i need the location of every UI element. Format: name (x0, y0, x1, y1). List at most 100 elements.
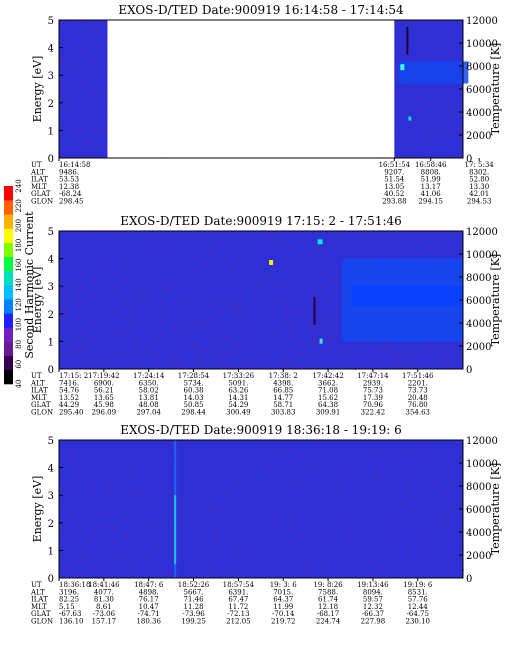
table-cell: 199.25 (181, 618, 206, 626)
table-cell: 4898. (139, 588, 159, 596)
table-cell: 81.30 (94, 596, 114, 604)
y-tick-label: 1 (48, 546, 54, 557)
table-cell: 18:52:26 (178, 581, 210, 589)
noise-speckle (59, 440, 464, 579)
y2-tick-label: 10000 (466, 250, 498, 261)
table-cell: -64.75 (407, 610, 429, 618)
table-cell: 11.28 (184, 603, 204, 611)
table-cell: 54.76 (59, 387, 80, 395)
colorbar-tick-label: 120 (15, 298, 23, 311)
spectrogram-panel: EXOS-D/TED Date:900919 18:36:18 - 19:19:… (30, 423, 502, 626)
spectrogram-panel: EXOS-D/TED Date:900919 16:14:58 - 17:14:… (30, 3, 502, 206)
y-tick-label: 5 (48, 436, 54, 447)
colorbar-tick-label: 80 (15, 340, 23, 349)
y2-tick-label: 2000 (466, 551, 491, 562)
table-cell: 16:14:58 (59, 161, 90, 169)
y2-tick-label: 8000 (466, 62, 491, 73)
table-cell: 12.18 (318, 603, 338, 611)
table-cell: 71.46 (184, 596, 205, 604)
table-cell: 3662. (318, 379, 338, 387)
table-row-label: ALT (30, 168, 45, 176)
table-cell: 17:15: 2 (59, 372, 88, 380)
table-cell: 19:13:46 (357, 581, 389, 589)
table-cell: -68.24 (59, 190, 82, 198)
y2-axis-label: Temperature [K] (489, 463, 502, 555)
y-tick-label: 4 (48, 464, 54, 475)
table-cell: 11.99 (273, 603, 293, 611)
table-cell: 9486. (59, 168, 79, 176)
colorbar-tick-label: 220 (15, 199, 23, 212)
table-cell: 354.63 (406, 409, 431, 417)
y-tick-label: 3 (48, 71, 54, 82)
table-cell: 57.76 (408, 596, 429, 604)
table-cell: 10.47 (139, 603, 159, 611)
table-row-label: GLON (31, 618, 53, 626)
table-cell: 4077. (94, 588, 114, 596)
colorbar-label: Second Harmonic Current (23, 211, 36, 359)
y-tick-label: 1 (48, 126, 54, 137)
y2-tick-label: 6000 (466, 505, 491, 516)
table-cell: 17.39 (363, 394, 383, 402)
table-cell: 17:33:26 (223, 372, 255, 380)
table-cell: 13.17 (421, 183, 441, 191)
y-tick-label: 0 (48, 365, 54, 376)
y-tick-label: 1 (48, 337, 54, 348)
y2-tick-label: 6000 (466, 85, 491, 96)
spectrogram-panel: EXOS-D/TED Date:900919 17:15: 2 - 17:51:… (30, 214, 502, 417)
table-row-label: ALT (30, 588, 45, 596)
colorbar-cell (4, 285, 13, 300)
table-cell: 50.85 (184, 401, 204, 409)
table-row-label: ILAT (31, 596, 48, 604)
y-tick-label: 3 (48, 491, 54, 502)
table-cell: 294.53 (467, 198, 492, 206)
table-row-label: GLAT (31, 190, 51, 198)
enhancement-features (269, 239, 463, 344)
y2-tick-label: 12000 (466, 436, 498, 447)
y-tick-label: 2 (48, 519, 54, 530)
table-cell: 230.10 (406, 618, 431, 626)
table-cell: 64.37 (273, 596, 293, 604)
enhancement-features (174, 440, 177, 578)
table-cell: 5.15 (59, 603, 75, 611)
table-cell: 219.72 (271, 618, 296, 626)
y2-tick-label: 2000 (466, 131, 491, 142)
table-cell: 8.61 (96, 603, 112, 611)
table-cell: 75.73 (363, 387, 383, 395)
colorbar-cell (4, 200, 13, 215)
colorbar-cell (4, 369, 13, 385)
table-cell: 17:19:42 (88, 372, 119, 380)
table-cell: 66.85 (273, 387, 293, 395)
table-cell: 17:24:14 (133, 372, 165, 380)
table-cell: -73.06 (93, 610, 116, 618)
table-cell: 7015. (273, 588, 293, 596)
colorbar-cell (4, 256, 13, 272)
table-cell: 12.38 (59, 183, 79, 191)
y2-axis-label: Temperature [K] (489, 43, 502, 135)
table-cell: 2939. (363, 379, 383, 387)
table-cell: 157.17 (92, 618, 117, 626)
table-cell: 309.91 (316, 409, 341, 417)
y2-tick-label: 4000 (466, 528, 491, 539)
table-cell: -67.63 (59, 610, 81, 618)
y2-tick-label: 4000 (466, 319, 491, 330)
y-tick-label: 4 (48, 255, 54, 266)
y2-tick-label: 12000 (466, 227, 498, 238)
y-tick-label: 5 (48, 16, 54, 27)
table-cell: 8302. (469, 168, 489, 176)
colorbar-cell (4, 186, 13, 201)
table-cell: 54.29 (228, 401, 248, 409)
table-cell: 224.74 (316, 618, 341, 626)
panel-title: EXOS-D/TED Date:900919 18:36:18 - 19:19:… (120, 423, 402, 437)
table-cell: 17:51:46 (402, 372, 434, 380)
table-cell: 51.99 (421, 176, 441, 184)
table-cell: -68.17 (317, 610, 339, 618)
table-cell: 13.30 (469, 183, 489, 191)
table-cell: 52.80 (469, 176, 489, 184)
colorbar-cell (4, 270, 13, 286)
table-cell: 294.15 (418, 198, 443, 206)
table-cell: 5091. (228, 379, 248, 387)
table-cell: 298.45 (59, 198, 84, 206)
table-cell: 7416. (59, 379, 79, 387)
colorbar-tick-label: 60 (15, 360, 23, 369)
